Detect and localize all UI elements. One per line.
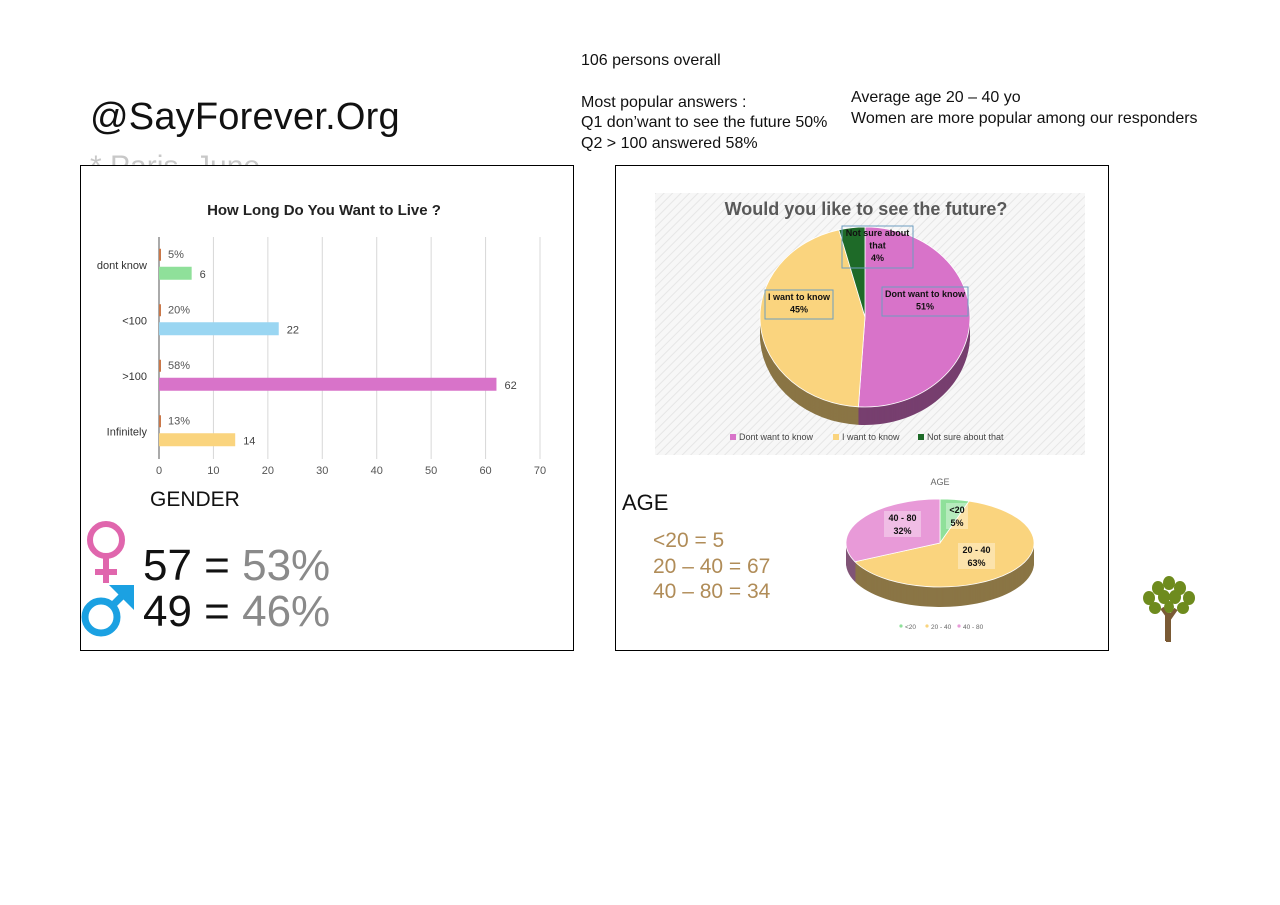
data-label: 40 - 80: [888, 513, 916, 523]
summary-block: 106 persons overall Most popular answers…: [581, 51, 827, 154]
data-label: 32%: [893, 526, 911, 536]
data-label: <20: [949, 505, 964, 515]
lifespan-bar-chart: How Long Do You Want to Live ? 0 10 20 30 40 5…: [97, 202, 546, 477]
legend-swatch: [899, 624, 903, 628]
age-slice-40-80: [845, 498, 941, 563]
male-percent: 46%: [242, 587, 331, 636]
data-label: 63%: [967, 558, 985, 568]
category-label: <100: [122, 315, 147, 327]
value-label: 14: [243, 435, 255, 447]
percent-bar: [159, 415, 161, 428]
data-label: 51%: [916, 302, 934, 312]
legend-swatch: [925, 624, 929, 628]
demographics-block: Average age 20 – 40 yo Women are more po…: [851, 88, 1198, 129]
age-line: 40 – 80 = 34: [653, 580, 771, 603]
x-tick-label: 70: [534, 465, 546, 477]
women-note: Women are more popular among our respond…: [851, 109, 1198, 127]
female-count: 57 =: [143, 541, 230, 590]
average-age: Average age 20 – 40 yo: [851, 89, 1021, 106]
percent-bar: [159, 304, 161, 317]
value-label: 6: [200, 269, 206, 281]
percent-label: 13%: [168, 415, 190, 427]
percent-label: 20%: [168, 304, 190, 316]
male-stat: 49 = 46%: [143, 587, 330, 637]
category-label: dont know: [97, 260, 147, 272]
bar: [159, 322, 279, 336]
popular-answers-title: Most popular answers :: [581, 93, 747, 111]
data-label-box: [958, 543, 995, 569]
age-slice-20-40: [854, 500, 1035, 588]
data-label: I want to know: [768, 292, 831, 302]
percent-bar: [159, 248, 161, 261]
x-tick-label: 30: [316, 465, 328, 477]
x-tick-label: 40: [371, 465, 383, 477]
data-label-box: [881, 286, 969, 317]
female-percent: 53%: [242, 541, 331, 590]
percent-label: 58%: [168, 360, 190, 372]
data-label: 45%: [790, 305, 808, 315]
value-label: 22: [287, 324, 299, 336]
legend-label: <20: [905, 624, 916, 631]
legend-label: Dont want to know: [739, 432, 814, 442]
x-tick-label: 50: [425, 465, 437, 477]
data-label-box: [946, 503, 968, 529]
bar: [159, 377, 497, 391]
legend-label: I want to know: [842, 432, 900, 442]
pie-slice-dont-want: [857, 226, 971, 408]
legend-swatch: [957, 624, 961, 628]
male-icon: [81, 585, 134, 637]
data-label-box: [884, 511, 921, 537]
data-label-box: [764, 289, 834, 320]
bar: [159, 433, 236, 447]
x-tick-label: 10: [207, 465, 219, 477]
value-label: 62: [504, 380, 516, 392]
data-label: that: [869, 241, 886, 251]
legend-swatch: [730, 434, 736, 440]
age-list: <20 = 5 20 – 40 = 67 40 – 80 = 34: [653, 528, 770, 605]
lifespan-panel: How Long Do You Want to Live ? 0 10 20 30 40 5…: [80, 165, 574, 651]
future-panel: Would you like to see the future? Dont wa…: [615, 165, 1109, 651]
q1-answer: Q1 don’want to see the future 50%: [581, 114, 828, 131]
data-label: Not sure about: [846, 228, 910, 238]
gender-title: GENDER: [150, 488, 240, 511]
bar: [159, 266, 192, 280]
data-label: 5%: [950, 518, 963, 528]
percent-label: 5%: [168, 249, 184, 261]
age-line: <20 = 5: [653, 529, 725, 552]
data-label: 20 - 40: [962, 545, 990, 555]
x-tick-label: 20: [262, 465, 274, 477]
x-tick-label: 60: [479, 465, 491, 477]
data-label: 4%: [871, 253, 884, 263]
data-label: Dont want to know: [885, 289, 966, 299]
age-line: 20 – 40 = 67: [653, 554, 771, 578]
legend-swatch: [918, 434, 924, 440]
age-title: AGE: [622, 490, 669, 515]
brand-title: @SayForever.Org: [90, 96, 400, 138]
category-label: >100: [122, 371, 147, 383]
chart-title: How Long Do You Want to Live ?: [207, 202, 441, 219]
female-icon: [87, 521, 125, 583]
future-pie-chart: Would you like to see the future? Dont wa…: [655, 193, 1085, 455]
persons-count: 106 persons overall: [581, 52, 721, 69]
chart-title: AGE: [930, 477, 949, 487]
female-stat: 57 = 53%: [143, 541, 330, 591]
x-tick-label: 0: [156, 465, 162, 477]
legend-label: 20 - 40: [931, 624, 952, 631]
percent-bar: [159, 359, 161, 372]
legend-label: Not sure about that: [927, 432, 1004, 442]
pie-slice-want: [759, 229, 866, 408]
male-count: 49 =: [143, 587, 230, 636]
pie-slice-not-sure: [838, 226, 866, 318]
category-label: Infinitely: [107, 426, 148, 438]
legend-label: 40 - 80: [963, 624, 984, 631]
data-label-box: [841, 225, 914, 269]
legend-swatch: [833, 434, 839, 440]
q2-answer: Q2 > 100 answered 58%: [581, 134, 758, 152]
chart-title: Would you like to see the future?: [725, 199, 1008, 219]
tree-logo: [1143, 576, 1195, 642]
age-pie-chart: AGE <20 5% 20 - 40 63% 40 - 80 32% <20 20 - 40 40…: [845, 477, 1035, 631]
